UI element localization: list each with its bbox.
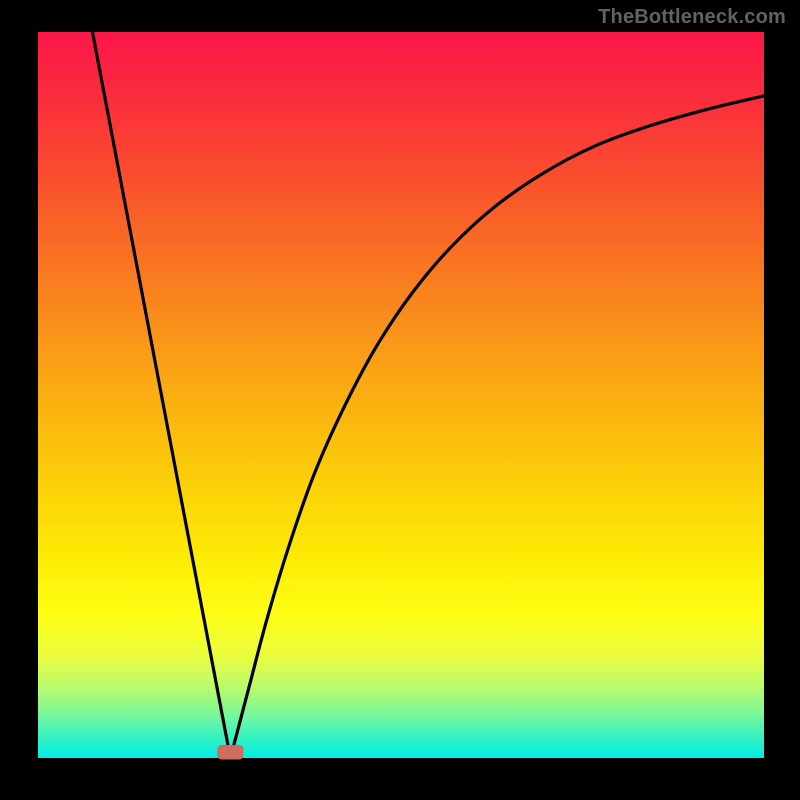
watermark-text: TheBottleneck.com <box>598 6 786 29</box>
plot-area <box>38 32 764 758</box>
optimum-marker <box>217 745 243 760</box>
bottleneck-curve-chart <box>0 0 800 800</box>
chart-container: TheBottleneck.com <box>0 0 800 800</box>
